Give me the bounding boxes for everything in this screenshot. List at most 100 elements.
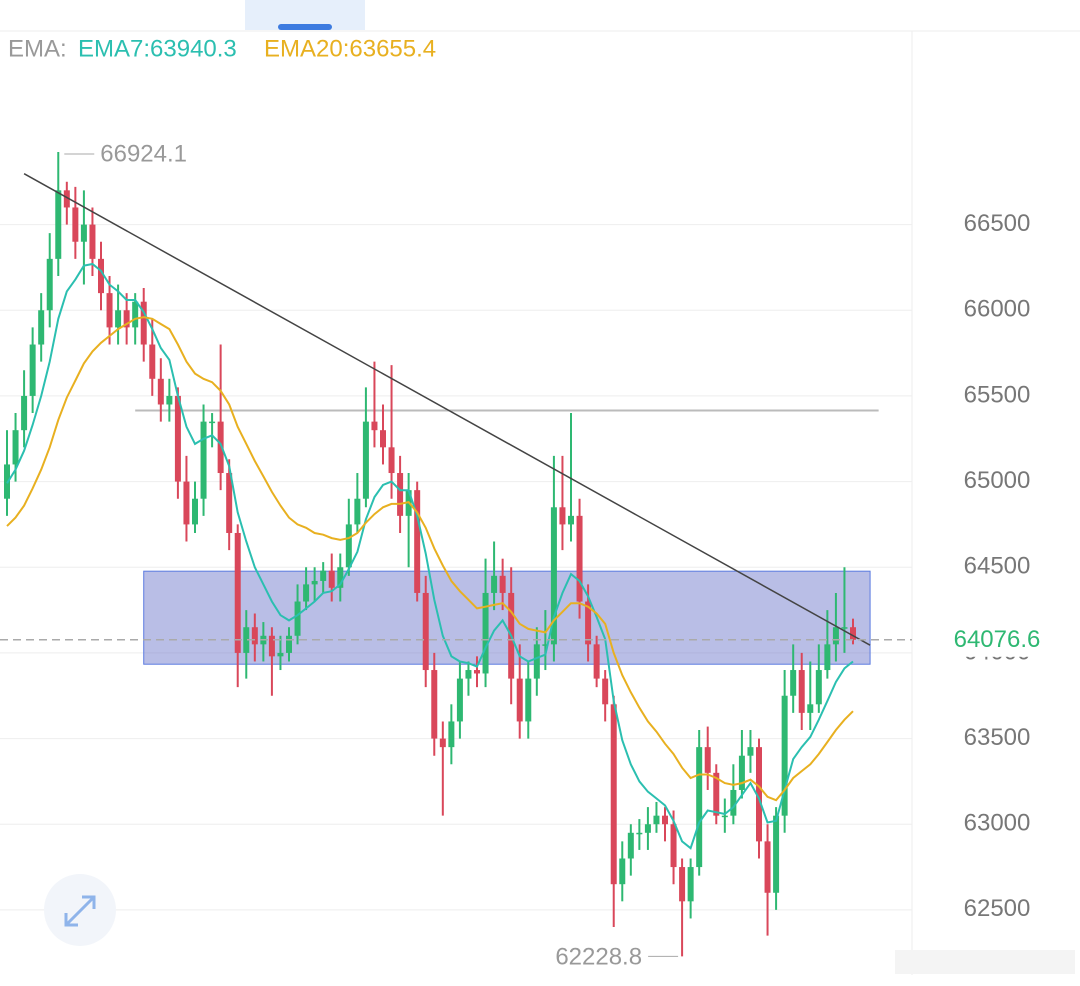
candle-body [798,670,805,713]
candle-body [474,670,480,674]
candle-body [243,627,250,653]
candle-body [576,515,583,602]
candle-body [653,815,660,825]
candle-body [234,532,241,653]
candle-body [824,644,831,671]
candle-body [850,627,856,640]
candle-body [286,635,292,653]
candle-body [106,293,113,328]
candle-body [29,344,36,396]
candle-body [132,301,139,328]
candle-body [157,378,164,405]
candle-body [294,601,301,636]
candle-body [602,678,609,705]
candle-body [781,695,788,816]
candle-body [277,652,284,657]
candle-body [585,601,592,645]
candle-body [456,678,463,722]
candle-body [807,704,814,713]
candle-body [773,815,780,893]
candle-body [696,747,703,868]
candle-body [448,721,455,748]
candle-body [123,310,130,328]
candle-body [115,310,122,328]
last-price-box [918,622,1078,657]
candle-body [149,344,156,379]
candle-body [268,635,275,657]
ema20-label: EMA20:63655.4 [264,35,436,62]
y-tick-label: 65000 [964,467,1031,494]
candle-body [320,570,327,581]
candle-body [380,430,386,448]
candle-body [499,575,506,593]
candle-body [303,584,310,602]
candle-body [491,575,498,593]
candle-body [89,224,96,259]
candle-body [388,447,395,474]
candle-body [397,473,404,516]
candle-body [98,258,104,294]
y-tick-label: 66500 [964,210,1031,237]
candle-body [55,190,62,259]
candle-body [568,515,574,525]
candle-body [414,490,421,593]
candle-body [80,224,87,242]
y-tick-label: 66000 [964,296,1031,323]
candle-body [542,644,549,646]
candle-body [174,395,181,482]
candle-body [482,592,489,674]
candle-body [251,627,258,645]
candle-body [738,755,745,790]
candle-body [593,644,600,679]
candle-body [627,832,634,859]
candle-body [730,789,737,816]
candle-body [226,473,233,533]
candle-body [559,507,566,525]
candle-body [337,567,344,588]
candle-body [721,815,728,818]
candle-body [465,670,472,679]
candle-body [550,507,557,645]
candle-body [371,421,378,431]
y-tick-label: 65500 [964,381,1031,408]
candle-body [704,747,711,773]
zone [143,570,871,665]
candle-body [63,190,70,208]
candle-body [72,207,79,242]
candle-body [362,421,369,499]
candle-body [21,395,28,431]
candle-body [38,310,45,345]
max-label: 66924.1 [100,140,187,167]
last-price-label: 64076.6 [954,626,1041,653]
candle-body [790,670,797,696]
candle-body [644,824,651,833]
candle-body [636,832,643,835]
candle-body [311,580,318,585]
candle-body [12,430,19,465]
scroll-strip [895,950,1075,974]
candle-body [345,524,352,568]
candle-body [140,301,147,345]
candle-body [687,867,694,902]
min-label: 62228.8 [555,944,642,971]
ema-line [6,262,854,850]
candle-body [431,670,438,739]
candle-body [525,678,532,722]
candle-body [756,747,762,842]
ema-label: EMA: [8,35,67,62]
candle-body [192,498,198,525]
y-tick-label: 62500 [964,895,1031,922]
candle-body [713,772,720,816]
trend-line [23,173,871,646]
candle-body [354,498,361,525]
candle-body [679,867,686,902]
y-tick-label: 63500 [964,724,1031,751]
ema7-label: EMA7:63940.3 [78,35,237,62]
candle-body [670,824,677,868]
candle-body [832,627,839,645]
candle-body [217,421,224,474]
candle-body [610,704,617,885]
candle-body [533,644,540,679]
expand-icon [64,895,96,927]
